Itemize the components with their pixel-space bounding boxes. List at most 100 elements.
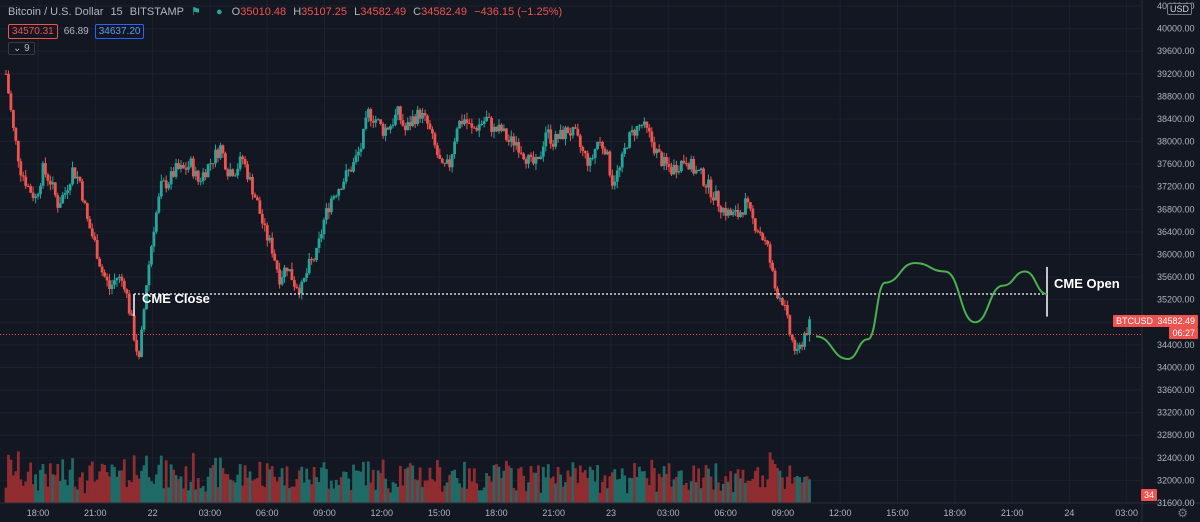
candle-body	[113, 280, 116, 285]
volume-bar	[386, 488, 390, 503]
candle-body	[44, 163, 47, 175]
volume-bar	[781, 477, 784, 503]
volume-bar	[524, 491, 528, 503]
time-axis[interactable]: 18:00 21:00 22 03:00 06:00 09:00 12:00 15:00 18:…	[27, 508, 1138, 518]
volume-bar	[726, 481, 730, 503]
price-tick-label: 39600.00	[1157, 46, 1195, 56]
volume-bar	[763, 487, 767, 503]
volume-bar	[475, 483, 479, 503]
volume-bar	[573, 468, 577, 503]
volume-bar	[642, 471, 646, 503]
volume-bar	[776, 468, 779, 503]
candle-body	[241, 156, 245, 160]
volume-bar	[85, 480, 89, 503]
volume-bar	[177, 479, 180, 503]
volume-bar	[734, 473, 737, 503]
candle-body	[152, 231, 156, 247]
candle-body	[463, 119, 466, 125]
volume-bar	[766, 479, 770, 503]
symbol-price-tag: BTCUSD	[1112, 315, 1156, 327]
candle-body	[490, 117, 493, 132]
volume-bar	[226, 474, 230, 503]
volume-bar	[394, 483, 397, 503]
volume-bar	[206, 476, 210, 503]
volume-bar	[465, 488, 469, 503]
candle-body	[504, 128, 508, 141]
volume-bar	[228, 479, 232, 503]
price-tick-label: 34400.00	[1157, 340, 1195, 350]
volume-bar	[716, 482, 720, 503]
indicators-toggle[interactable]: ⌄ 9	[8, 42, 35, 55]
settings-gear-icon[interactable]: ⚙	[1177, 506, 1188, 520]
candle-body	[537, 156, 540, 160]
volume-bar	[251, 480, 254, 503]
volume-bar	[485, 473, 489, 503]
volume-bar	[472, 468, 476, 503]
candle-body	[482, 121, 486, 124]
interval-label[interactable]: 15	[110, 6, 123, 18]
volume-bar	[334, 479, 338, 503]
candle-body	[83, 200, 87, 204]
candle-body	[500, 124, 503, 131]
volume-bar	[95, 479, 99, 503]
candle-body	[539, 156, 543, 160]
volume-bar	[268, 469, 272, 503]
price-tick-label: 36800.00	[1157, 204, 1195, 214]
candle-body	[214, 149, 217, 164]
candle-body	[31, 192, 35, 199]
volume-bar	[541, 466, 545, 503]
volume-bar	[339, 477, 343, 503]
time-tick-label: 06:00	[714, 508, 737, 518]
candle-body	[186, 166, 190, 170]
currency-button[interactable]: USD	[1166, 3, 1192, 15]
volume-bar	[744, 482, 747, 503]
volume-bar	[768, 452, 772, 503]
symbol-title[interactable]: Bitcoin / U.S. Dollar	[8, 6, 104, 18]
candle-body	[204, 172, 208, 178]
candle-body	[716, 191, 720, 207]
candle-body	[103, 272, 106, 277]
volume-bar	[625, 493, 629, 503]
candle-body	[657, 149, 661, 153]
candle-body	[475, 128, 479, 131]
volume-bar	[581, 472, 585, 503]
volume-bar	[88, 465, 92, 503]
volume-bar	[808, 479, 811, 503]
candle-body	[226, 169, 230, 177]
ask-price-badge[interactable]: 34637.20	[94, 24, 145, 39]
volume-bar	[359, 471, 363, 503]
candle-body	[339, 189, 343, 191]
candle-body	[403, 125, 407, 131]
candle-body	[386, 127, 390, 130]
time-tick-label: 21:00	[1001, 508, 1024, 518]
candle-body	[662, 157, 666, 167]
volume-bar	[113, 466, 116, 503]
volume-bar	[537, 465, 540, 503]
candle-body	[223, 153, 227, 170]
price-tick-label: 38000.00	[1157, 137, 1195, 147]
volume-tag: 34	[1140, 489, 1157, 501]
volume-bar	[699, 488, 703, 503]
price-tick-label: 40000.00	[1157, 24, 1195, 34]
volume-bar	[9, 459, 13, 503]
volume-bar	[366, 461, 370, 503]
candle-body	[603, 148, 607, 155]
volume-bar	[384, 478, 387, 503]
candle-body	[16, 140, 20, 162]
volume-bar	[162, 488, 166, 503]
volume-bar	[320, 467, 323, 503]
candle-body	[270, 237, 274, 254]
price-axis[interactable]: 40400.0040000.0039600.0039200.0038800.00…	[1157, 1, 1195, 508]
open-label: O	[231, 6, 241, 18]
candle-body	[117, 276, 121, 278]
candle-body	[349, 169, 353, 172]
volume-bar	[426, 480, 429, 503]
candle-body	[532, 157, 535, 164]
candle-body	[347, 169, 351, 171]
bid-price-badge[interactable]: 34570.31	[8, 24, 58, 39]
volume-bar	[586, 477, 590, 503]
chart-grid	[0, 0, 1142, 504]
candle-body	[652, 142, 656, 154]
volume-bar	[305, 468, 309, 503]
